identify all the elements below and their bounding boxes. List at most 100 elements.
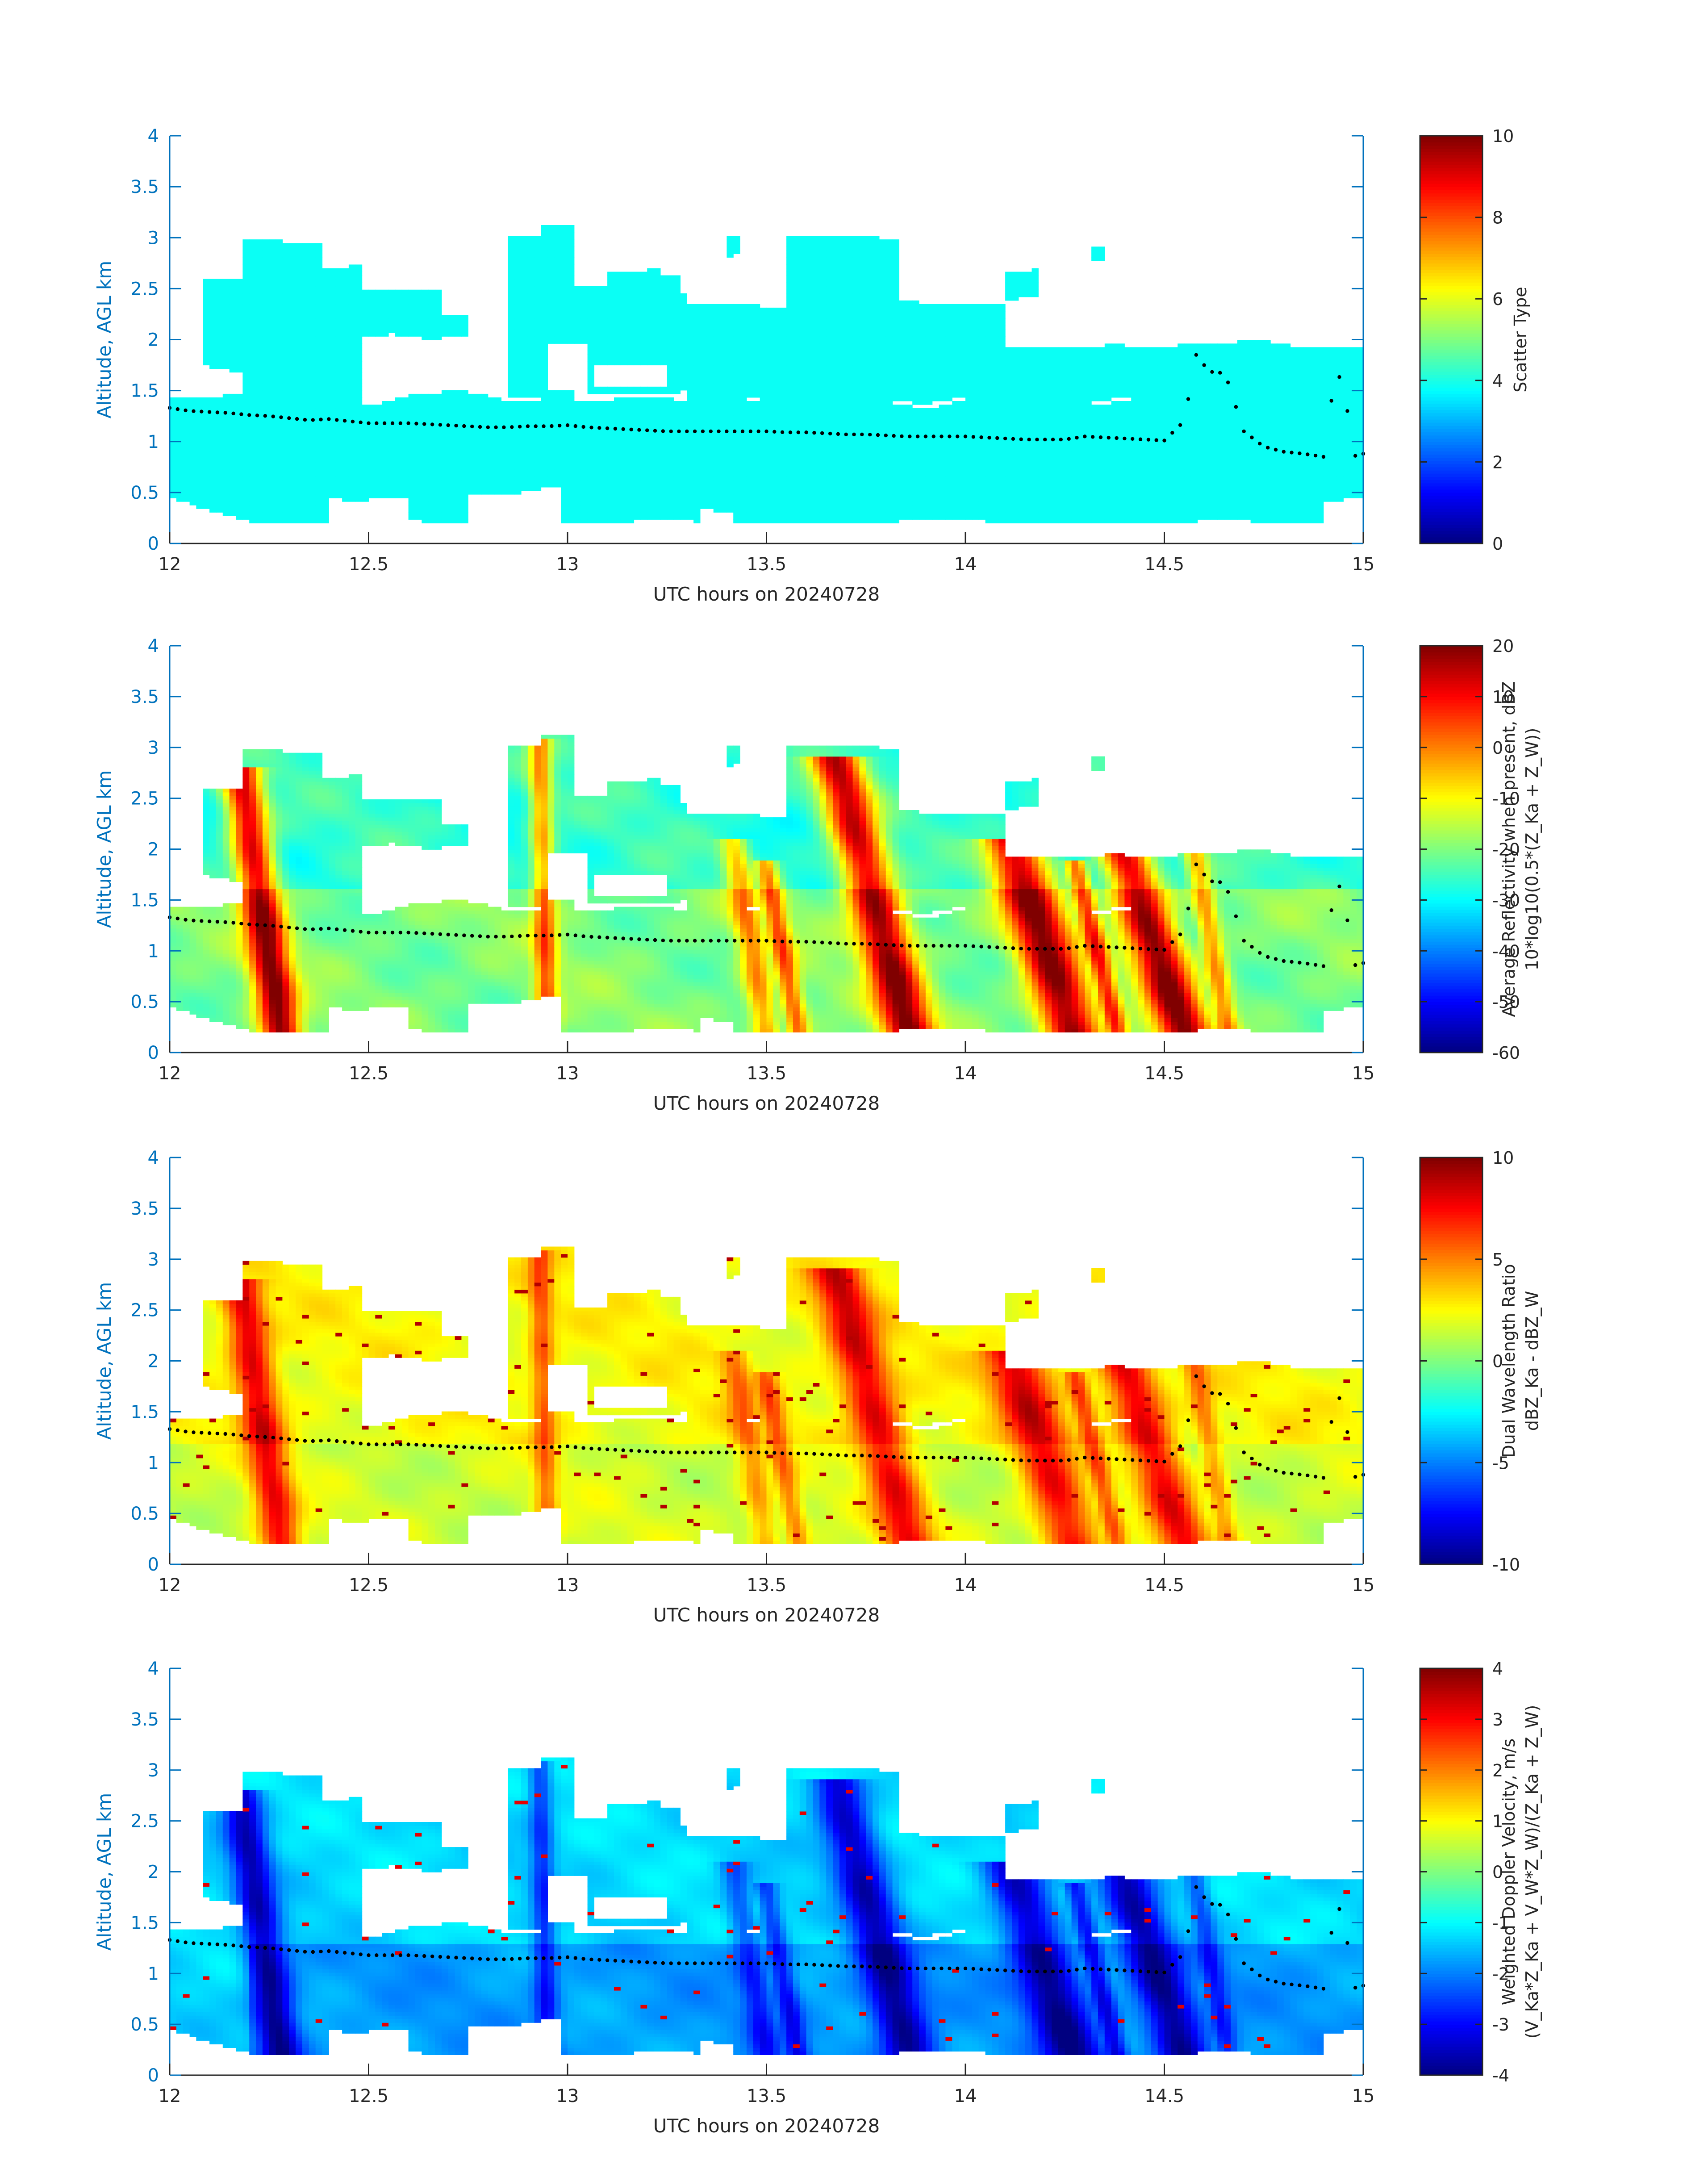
heatmap-cell xyxy=(203,494,209,498)
heatmap-cell xyxy=(302,376,309,380)
heatmap-cell xyxy=(236,466,243,470)
heatmap-cell xyxy=(282,351,289,355)
heatmap-cell xyxy=(282,512,289,516)
heatmap-cell xyxy=(203,283,209,287)
heatmap-cell xyxy=(203,426,209,430)
heatmap-cell xyxy=(190,415,196,419)
heatmap-cell xyxy=(242,308,249,312)
heatmap-cell xyxy=(170,419,176,423)
heatmap-cell xyxy=(263,487,269,491)
heatmap-cell xyxy=(249,268,256,272)
heatmap-cell xyxy=(282,358,289,362)
heatmap-cell xyxy=(269,519,276,523)
heatmap-cell xyxy=(289,311,296,315)
heatmap-cell xyxy=(289,448,296,452)
heatmap-cell xyxy=(209,354,216,358)
heatmap-cell xyxy=(223,340,230,344)
heatmap-cell xyxy=(289,505,296,509)
heatmap-cell xyxy=(302,397,309,401)
heatmap-cell xyxy=(176,473,183,477)
heatmap-cell xyxy=(256,286,263,290)
heatmap-cell xyxy=(302,476,309,481)
heatmap-cell xyxy=(282,257,289,261)
heatmap-cell xyxy=(269,440,276,444)
heatmap-cell xyxy=(269,336,276,340)
heatmap-cell xyxy=(302,261,309,265)
heatmap-cell xyxy=(176,451,183,455)
heatmap-cell xyxy=(263,286,269,290)
heatmap-cell xyxy=(296,365,302,369)
heatmap-cell xyxy=(230,340,236,344)
heatmap-cell xyxy=(223,484,230,488)
heatmap-cell xyxy=(256,519,263,523)
heatmap-cell xyxy=(249,430,256,434)
heatmap-cell xyxy=(256,469,263,473)
heatmap-cell xyxy=(230,336,236,340)
heatmap-cell xyxy=(276,347,283,351)
heatmap-cell xyxy=(230,480,236,484)
heatmap-cell xyxy=(249,376,256,380)
heatmap-cell xyxy=(263,401,269,405)
heatmap-cell xyxy=(276,466,283,470)
heatmap-cell xyxy=(302,512,309,516)
heatmap-cell xyxy=(236,304,243,308)
heatmap-cell xyxy=(223,397,230,401)
heatmap-cell xyxy=(242,390,249,394)
heatmap-cell xyxy=(282,469,289,473)
heatmap-cell xyxy=(256,408,263,412)
heatmap-cell xyxy=(263,326,269,330)
heatmap-cell xyxy=(282,343,289,347)
heatmap-cell xyxy=(203,480,209,484)
heatmap-cell xyxy=(242,459,249,463)
heatmap-cell xyxy=(309,448,316,452)
heatmap-cell xyxy=(296,362,302,366)
heatmap-cell xyxy=(302,455,309,459)
heatmap-cell xyxy=(256,261,263,265)
heatmap-cell xyxy=(269,315,276,319)
heatmap-cell xyxy=(249,264,256,268)
heatmap-cell xyxy=(196,437,203,441)
heatmap-cell xyxy=(256,455,263,459)
heatmap-cell xyxy=(302,505,309,509)
heatmap-cell xyxy=(282,494,289,498)
heatmap-cell xyxy=(282,311,289,315)
heatmap-cell xyxy=(276,308,283,312)
heatmap-cell xyxy=(263,397,269,401)
heatmap-cell xyxy=(256,419,263,423)
heatmap-cell xyxy=(269,448,276,452)
heatmap-cell xyxy=(256,297,263,301)
heatmap-cell xyxy=(183,415,190,419)
heatmap-cell xyxy=(209,347,216,351)
heatmap-cell xyxy=(230,343,236,347)
heatmap-cell xyxy=(209,405,216,409)
panel-scatter_type: 00.511.522.533.5412 12.5 13 13.5 14 14.5 15UTC… xyxy=(93,126,1530,605)
heatmap-cell xyxy=(230,512,236,516)
heatmap-cell xyxy=(269,459,276,463)
heatmap-cell xyxy=(216,448,223,452)
heatmap-cell xyxy=(263,387,269,391)
heatmap-cell xyxy=(282,387,289,391)
heatmap-cell xyxy=(282,498,289,502)
heatmap-cell xyxy=(269,487,276,491)
heatmap-cell xyxy=(302,372,309,376)
heatmap-cell xyxy=(276,268,283,272)
heatmap-cell xyxy=(263,336,269,340)
heatmap-cell xyxy=(209,279,216,283)
heatmap-cell xyxy=(223,459,230,463)
heatmap-cell xyxy=(230,426,236,430)
heatmap-cell xyxy=(263,261,269,265)
heatmap-cell xyxy=(282,466,289,470)
heatmap-cell xyxy=(249,466,256,470)
heatmap-cell xyxy=(242,286,249,290)
heatmap-cell xyxy=(249,318,256,322)
heatmap-cell xyxy=(236,440,243,444)
heatmap-cell xyxy=(236,487,243,491)
heatmap-cell xyxy=(302,491,309,495)
heatmap-cell xyxy=(242,476,249,481)
heatmap-cell xyxy=(269,362,276,366)
heatmap-cell xyxy=(223,333,230,337)
heatmap-cell xyxy=(183,412,190,416)
heatmap-cell xyxy=(302,516,309,520)
heatmap-cell xyxy=(190,501,196,506)
heatmap-cell xyxy=(230,408,236,412)
